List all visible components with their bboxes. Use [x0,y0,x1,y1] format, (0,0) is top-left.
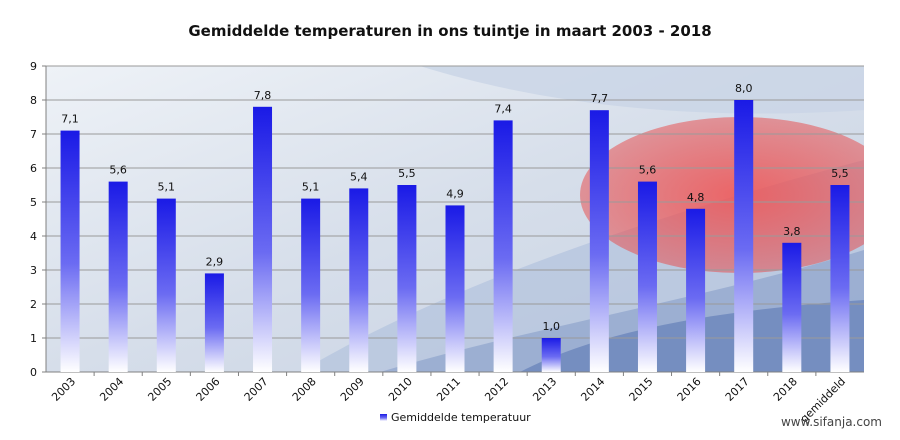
bar-series [60,100,850,373]
bar-2008 [301,198,321,372]
bar-2005 [156,198,176,372]
data-label: 5,5 [831,167,849,180]
y-tick-label: 4 [30,230,37,243]
legend-swatch [380,414,387,421]
y-tick-label: 5 [30,196,37,209]
bar-2012 [493,120,513,373]
data-label: 8,0 [735,82,753,95]
bar-2014 [589,110,609,372]
bar-2006 [204,273,224,372]
x-tick-label: 2011 [434,375,463,404]
watermark: www.sifanja.com [781,415,882,429]
data-label: 7,7 [591,92,609,105]
data-label: 7,1 [61,113,79,126]
bar-2009 [349,188,369,372]
data-labels: 7,1 5,6 5,1 2,9 7,8 5,1 5,4 5,5 4,9 7,4 1,0 7,7 5,6 4… [61,82,848,333]
data-label: 3,8 [783,225,801,238]
y-tick-label: 0 [30,366,37,379]
bar-2003 [60,130,80,372]
bar-2018 [782,242,802,372]
x-tick-label: 2016 [675,375,704,404]
legend: Gemiddelde temperatuur [380,411,531,424]
chart-title: Gemiddelde temperaturen in ons tuintje i… [188,22,711,40]
y-tick-label: 7 [30,128,37,141]
y-tick-label: 3 [30,264,37,277]
x-tick-label: 2015 [627,375,656,404]
bar-2016 [686,208,706,372]
data-label: 5,1 [302,181,320,194]
bar-2007 [253,106,273,373]
data-label: 2,9 [206,255,224,268]
x-tick-label: 2004 [97,375,126,404]
data-label: 4,8 [687,191,705,204]
x-tick-label: 2006 [194,375,223,404]
y-tick-label: 1 [30,332,37,345]
data-label: 5,6 [109,164,127,177]
bar-gemiddeld [830,185,850,372]
x-tick-label: 2012 [482,375,511,404]
bar-2010 [397,185,417,372]
y-tick-label: 9 [30,60,37,73]
y-tick-label: 6 [30,162,37,175]
x-tick-label: 2005 [145,375,174,404]
data-label: 5,4 [350,170,368,183]
data-label: 5,5 [398,167,416,180]
data-label: 7,8 [254,89,272,102]
x-tick-label: 2009 [338,375,367,404]
x-tick-label: 2008 [290,375,319,404]
bar-2004 [108,181,128,372]
x-tick-label: 2007 [242,375,271,404]
x-tick-label: 2014 [578,375,607,404]
x-tick-label: 2010 [386,375,415,404]
bar-2015 [637,181,657,372]
bar-2017 [734,100,754,372]
data-label: 1,0 [542,320,560,333]
data-label: 7,4 [494,102,512,115]
bar-2011 [445,205,465,372]
x-tick-label: 2003 [49,375,78,404]
bar-2013 [541,338,561,372]
data-label: 5,1 [158,181,176,194]
x-tick-label: 2013 [530,375,559,404]
x-tick-label: 2018 [771,375,800,404]
y-tick-label: 8 [30,94,37,107]
legend-label: Gemiddelde temperatuur [391,411,531,424]
x-tick-label: 2017 [723,375,752,404]
y-tick-label: 2 [30,298,37,311]
y-axis: 0 1 2 3 4 5 6 7 8 9 [30,60,46,379]
data-label: 4,9 [446,187,464,200]
data-label: 5,6 [639,164,657,177]
